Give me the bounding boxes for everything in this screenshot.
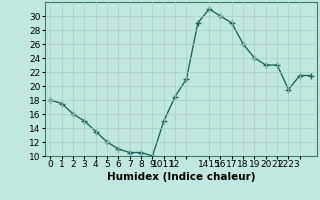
X-axis label: Humidex (Indice chaleur): Humidex (Indice chaleur) xyxy=(107,172,255,182)
